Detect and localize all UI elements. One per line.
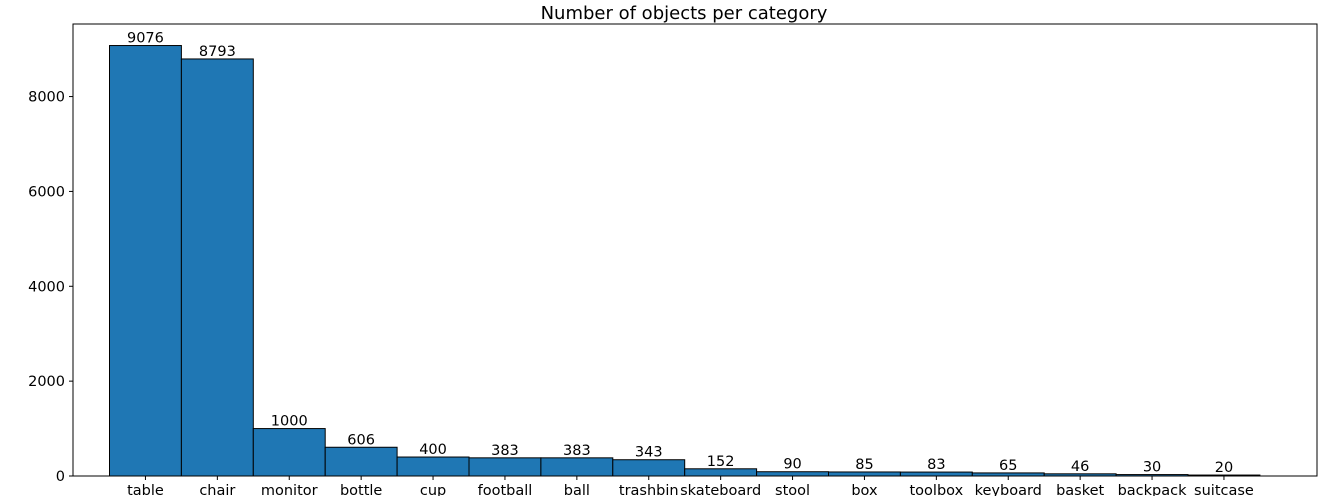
data-label-box: 85 (855, 457, 873, 473)
x-tick-label-stool: stool (775, 483, 810, 496)
data-label-table: 9076 (127, 31, 164, 47)
x-tick-label-suitcase: suitcase (1194, 483, 1254, 496)
x-tick-label-table: table (127, 483, 164, 496)
bar-chair (180, 58, 254, 477)
data-label-skateboard: 152 (707, 454, 735, 470)
x-tick-label-keyboard: keyboard (975, 483, 1042, 496)
data-label-backpack: 30 (1143, 460, 1161, 476)
plot-frame (72, 23, 1318, 477)
y-tick-label-0: 0 (56, 469, 65, 485)
x-tick-label-bottle: bottle (340, 483, 382, 496)
data-label-chair: 8793 (199, 44, 236, 60)
data-label-football: 383 (491, 443, 519, 459)
chart-title: Number of objects per category (541, 3, 828, 24)
bar-table (109, 45, 182, 477)
data-label-trashbin: 343 (635, 445, 663, 461)
bar-trashbin (612, 459, 686, 477)
data-label-ball: 383 (563, 443, 591, 459)
bars-group (109, 45, 1261, 477)
data-label-bottle: 606 (347, 432, 375, 448)
bar-cup (396, 456, 470, 477)
x-tick-label-ball: ball (564, 483, 590, 496)
data-labels-group: 9076 8793 1000 606 400 383 383 343 152 90 85 83 65 46… (127, 31, 1233, 477)
bar-bottle (324, 446, 398, 477)
x-tick-label-box: box (851, 483, 878, 496)
x-tick-label-football: football (478, 483, 533, 496)
data-label-keyboard: 65 (999, 458, 1017, 474)
data-label-suitcase: 20 (1215, 460, 1233, 476)
x-tick-label-cup: cup (420, 483, 446, 496)
bar-football (468, 457, 542, 477)
bar-skateboard (684, 468, 758, 477)
x-tick-label-basket: basket (1056, 483, 1104, 496)
x-tick-label-trashbin: trashbin (619, 483, 679, 496)
y-tick-label-8000: 8000 (28, 90, 65, 106)
data-label-stool: 90 (783, 457, 801, 473)
data-label-toolbox: 83 (927, 457, 945, 473)
data-label-cup: 400 (419, 442, 447, 458)
x-tick-label-skateboard: skateboard (680, 483, 761, 496)
y-tick-label-6000: 6000 (28, 184, 65, 200)
y-axis: 0 2000 4000 6000 8000 (28, 90, 73, 485)
bar-ball (540, 457, 614, 477)
bar-monitor (252, 428, 326, 477)
x-axis: table chair monitor bottle cup football ball tr… (127, 476, 1254, 496)
data-label-basket: 46 (1071, 459, 1089, 475)
x-tick-label-toolbox: toolbox (910, 483, 964, 496)
x-tick-label-backpack: backpack (1118, 483, 1188, 496)
y-tick-label-2000: 2000 (28, 374, 65, 390)
y-tick-label-4000: 4000 (28, 279, 65, 295)
x-tick-label-chair: chair (199, 483, 235, 496)
data-label-monitor: 1000 (271, 414, 308, 430)
x-tick-label-monitor: monitor (261, 483, 318, 496)
